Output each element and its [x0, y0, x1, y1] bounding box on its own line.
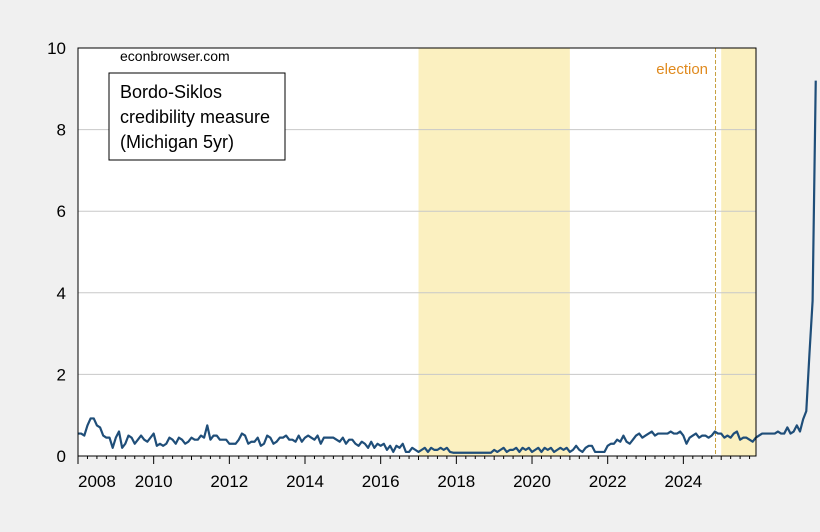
x-tick-label: 2022	[589, 472, 627, 491]
x-axis: 2008 2010 2012 2014 2016 2018 2020 2022 2024	[77, 456, 751, 491]
x-tick-label: 2016	[362, 472, 400, 491]
legend-line-2: credibility measure	[120, 107, 270, 127]
series-line	[78, 80, 817, 454]
x-tick-label: 2020	[513, 472, 551, 491]
event-label: election	[656, 61, 708, 78]
y-tick-label: 8	[57, 121, 66, 140]
y-tick-label: 0	[57, 447, 66, 466]
shaded-period-0	[418, 48, 570, 456]
legend-box: Bordo-Siklos credibility measure (Michig…	[108, 72, 286, 161]
y-tick-label: 4	[57, 284, 66, 303]
x-tick-label: 2012	[210, 472, 248, 491]
legend-line-1: Bordo-Siklos	[120, 82, 222, 102]
legend-line-3: (Michigan 5yr)	[120, 132, 234, 152]
y-tick-label: 6	[57, 202, 66, 221]
y-axis: 0 2 4 6 8 10	[47, 39, 66, 466]
x-tick-label: 2010	[135, 472, 173, 491]
x-tick-label: 2018	[437, 472, 475, 491]
x-tick-label: 2024	[664, 472, 702, 491]
watermark: econbrowser.com	[120, 48, 230, 64]
x-tick-label: 2014	[286, 472, 324, 491]
shaded-period-1	[721, 48, 756, 456]
y-tick-label: 10	[47, 39, 66, 58]
plot-frame	[77, 47, 757, 457]
shaded-periods	[418, 48, 756, 456]
x-tick-label: 2008	[78, 472, 116, 491]
y-tick-label: 2	[57, 365, 66, 384]
